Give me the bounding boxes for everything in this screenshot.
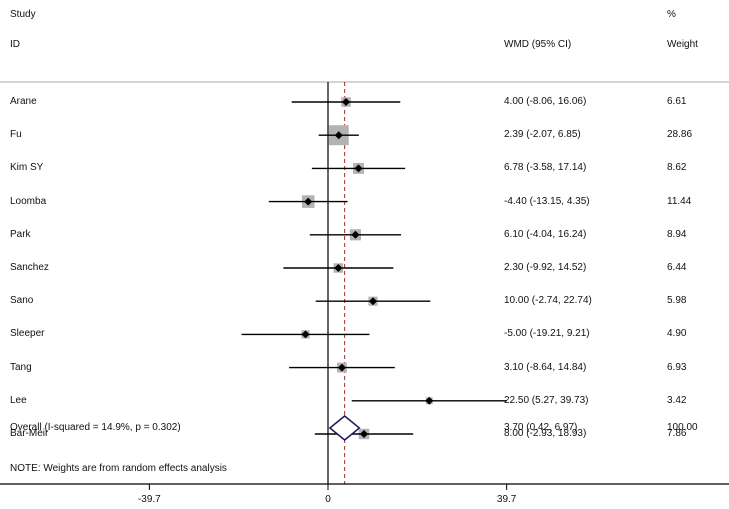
study-id: Tang [10, 361, 32, 373]
point-estimate [304, 197, 313, 206]
point-estimate [351, 230, 360, 239]
header-id: ID [10, 39, 20, 50]
overall-ci: 3.70 (0.42, 6.97) [504, 422, 578, 433]
header-wmd: WMD (95% CI) [504, 39, 572, 50]
point-estimate [360, 430, 368, 438]
study-id: Bar-Meir [10, 428, 49, 439]
study-weight: 4.90 [667, 328, 687, 340]
study-weight: 6.61 [667, 96, 687, 107]
study-id: Arane [10, 96, 37, 107]
study-weight: 5.98 [667, 295, 687, 307]
study-ci: 8.00 (-2.93, 18.93) [504, 428, 587, 439]
study-weight: 6.93 [667, 361, 687, 373]
study-id: Fu [10, 129, 22, 141]
study-weight: 3.42 [667, 394, 687, 406]
point-estimate [354, 164, 363, 173]
point-estimate [425, 396, 434, 405]
study-id: Sano [10, 295, 34, 307]
study-ci: 4.00 (-8.06, 16.06) [504, 96, 587, 107]
point-estimate [301, 330, 310, 339]
study-weight: 28.86 [667, 129, 693, 141]
study-ci: 10.00 (-2.74, 22.74) [504, 295, 592, 307]
study-id: Sleeper [10, 328, 45, 340]
study-id: Loomba [10, 195, 47, 207]
overall-diamond [328, 415, 361, 441]
study-ci: 3.10 (-8.64, 14.84) [504, 361, 587, 373]
point-estimate [342, 98, 350, 106]
study-weight: 6.44 [667, 262, 687, 273]
study-ci: 2.39 (-2.07, 6.85) [504, 129, 581, 141]
x-tick-label: -39.7 [137, 494, 161, 505]
point-estimate [334, 131, 343, 140]
header-study: Study [10, 9, 36, 20]
point-estimate [369, 297, 377, 306]
study-ci: -4.40 (-13.15, 4.35) [504, 195, 590, 207]
x-tick-label: 0 [325, 494, 331, 505]
study-weight: 8.94 [667, 228, 687, 240]
header-percent: % [667, 9, 676, 20]
point-estimate [334, 264, 343, 272]
study-id: Sanchez [10, 262, 49, 273]
study-weight: 8.62 [667, 162, 687, 174]
point-estimate [337, 363, 346, 372]
note: NOTE: Weights are from random effects an… [10, 463, 227, 474]
header-weight: Weight [667, 39, 698, 50]
overall-weight: 100.00 [667, 422, 698, 433]
study-ci: 2.30 (-9.92, 14.52) [504, 262, 587, 273]
study-ci: -5.00 (-19.21, 9.21) [504, 328, 590, 340]
study-ci: 6.10 (-4.04, 16.24) [504, 228, 587, 240]
study-weight: 7.86 [667, 428, 687, 439]
study-id: Park [10, 228, 31, 240]
x-tick-label: 39.7 [496, 494, 517, 505]
study-ci: 22.50 (5.27, 39.73) [504, 394, 589, 406]
study-weight: 11.44 [667, 195, 692, 207]
overall-label: Overall (I-squared = 14.9%, p = 0.302) [10, 422, 181, 433]
study-id: Lee [10, 394, 27, 406]
study-id: Kim SY [10, 162, 44, 174]
study-ci: 6.78 (-3.58, 17.14) [504, 162, 587, 174]
